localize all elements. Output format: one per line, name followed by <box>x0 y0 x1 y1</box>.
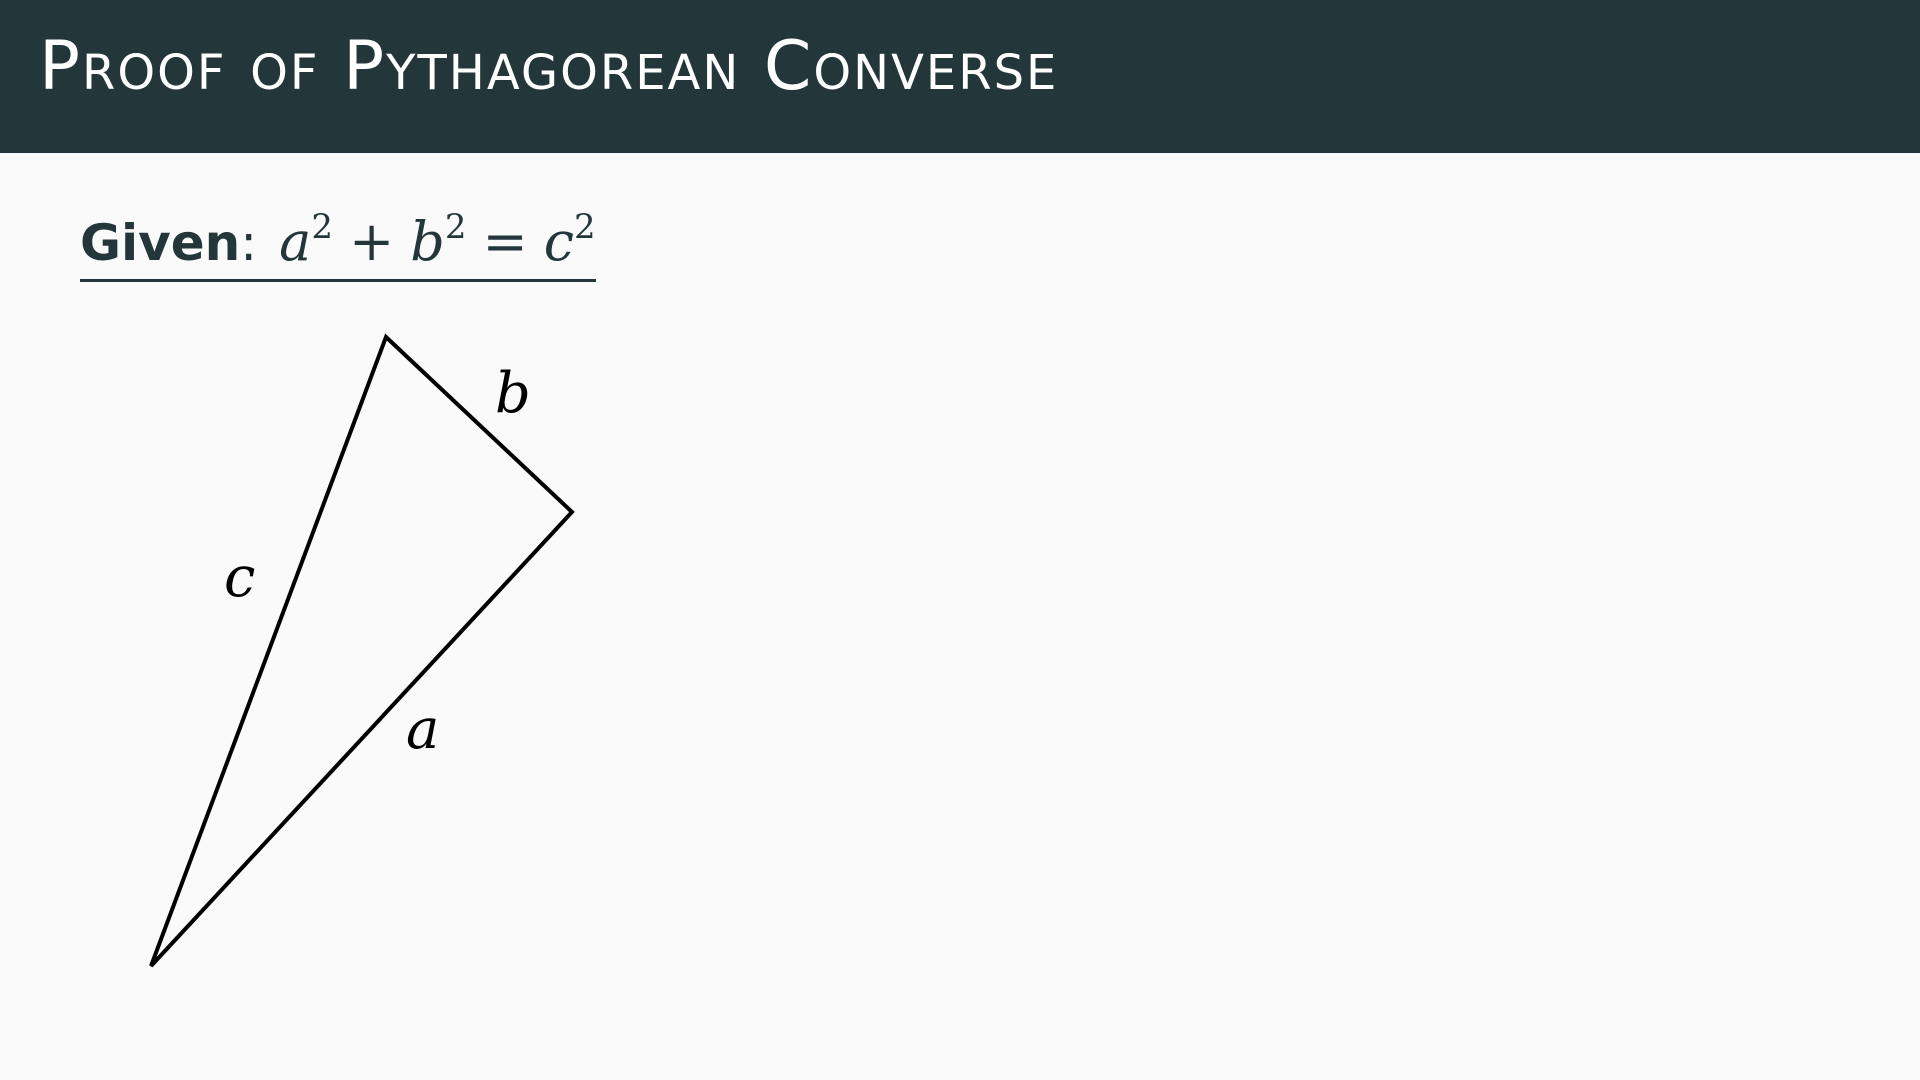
triangle <box>149 333 575 968</box>
equation-plus: + <box>348 210 395 273</box>
equation-exponent-b: 2 <box>444 207 467 247</box>
title-bar: Proof of Pythagorean Converse <box>0 0 1920 153</box>
equation-term-a: a <box>279 210 312 273</box>
given-label: Given <box>80 214 241 272</box>
equation-term-c: c <box>543 210 574 273</box>
given-statement: Given: a2 + b2 = c2 <box>80 207 596 282</box>
equation-equals: = <box>482 210 528 273</box>
given-colon: : <box>240 214 258 272</box>
equation-term-b: b <box>410 210 445 273</box>
page-title: Proof of Pythagorean Converse <box>39 27 1059 106</box>
side-label-c: c <box>224 545 255 610</box>
equation-exponent-a: 2 <box>311 207 333 247</box>
equation-exponent-c: 2 <box>573 207 596 247</box>
side-label-a: a <box>406 697 439 762</box>
given-equation: a2 + b2 = c2 <box>279 210 595 273</box>
side-label-b: b <box>495 361 531 426</box>
